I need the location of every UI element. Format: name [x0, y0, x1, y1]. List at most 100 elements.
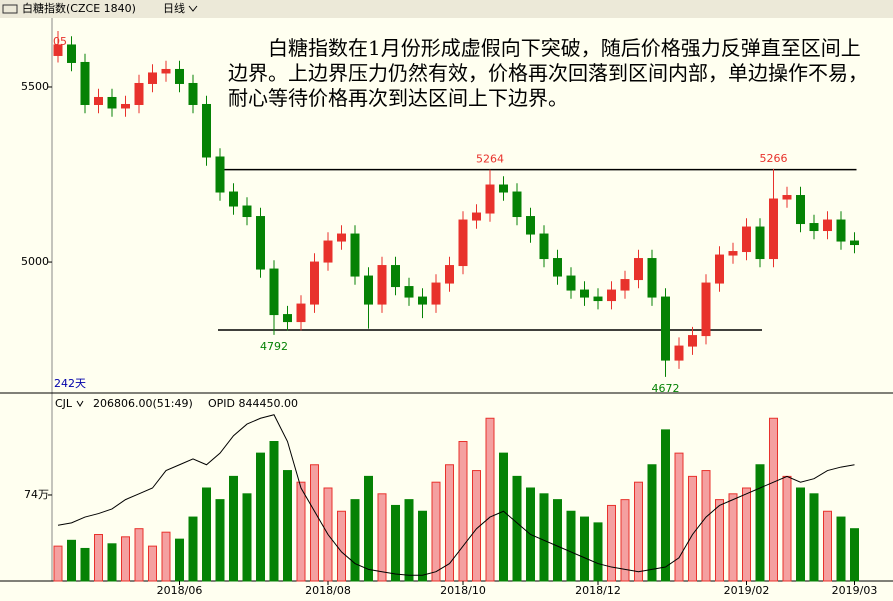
volume-bar: [431, 481, 441, 582]
candle-body: [458, 219, 468, 267]
volume-bar: [728, 493, 738, 582]
volume-bar: [499, 452, 508, 582]
candle-body: [350, 233, 360, 277]
candle-body: [499, 184, 508, 193]
candle-body: [391, 265, 400, 288]
volume-bar: [566, 510, 576, 582]
candle-body: [836, 219, 846, 242]
volume-bar: [688, 475, 697, 582]
volume-bar: [742, 487, 751, 582]
volume-bar: [836, 516, 846, 582]
candle-body: [134, 82, 144, 105]
period-label: 242天: [54, 377, 86, 390]
candle-body: [364, 275, 373, 305]
candle-body: [323, 240, 333, 263]
candle-body: [809, 223, 819, 232]
volume-bar: [188, 516, 198, 582]
volume-bar: [202, 487, 211, 582]
candle-body: [526, 216, 535, 235]
volume-bar: [823, 510, 832, 582]
volume-bar: [445, 464, 454, 582]
volume-bar: [553, 499, 562, 582]
volume-bar: [607, 504, 616, 582]
candle-body: [53, 44, 63, 56]
candle-body: [661, 296, 670, 361]
volume-bar: [418, 510, 427, 582]
candle-body: [755, 226, 765, 260]
toolbar-icon[interactable]: [2, 4, 18, 14]
candle-body: [188, 82, 198, 105]
candle-body: [431, 282, 441, 305]
candle-body: [539, 233, 549, 260]
volume-bar: [53, 545, 63, 582]
volume-bar: [580, 516, 589, 582]
candle-body: [161, 68, 171, 74]
candle-body: [283, 314, 292, 323]
volume-bar: [134, 528, 144, 582]
volume-bar: [161, 531, 171, 582]
opid-reading: OPID 844450.00: [208, 397, 298, 410]
period-chevron[interactable]: [188, 5, 198, 12]
candle-body: [404, 286, 414, 298]
y-tick-label: 5500: [21, 80, 49, 93]
candle-body: [782, 195, 792, 200]
candle-body: [472, 212, 481, 221]
oi-line: [57, 414, 855, 576]
candle-body: [229, 191, 238, 207]
candle-body: [512, 191, 522, 218]
volume-bar: [809, 493, 819, 582]
x-tick-label: 2019/02: [724, 584, 770, 597]
candle-body: [310, 261, 319, 305]
volume-bar: [229, 475, 238, 582]
indicator[interactable]: CJL: [55, 397, 73, 410]
candle-body: [674, 345, 684, 361]
volume-bar: [107, 543, 117, 582]
candle-body: [580, 289, 589, 298]
volume-bar: [175, 538, 184, 582]
candle-body: [850, 240, 859, 246]
candle-body: [215, 156, 225, 193]
candle-body: [647, 258, 657, 298]
candle-body: [175, 68, 184, 84]
volume-bar: [539, 493, 549, 582]
x-tick-label: 2018/08: [305, 584, 351, 597]
volume-bar: [391, 504, 400, 582]
candle-body: [296, 303, 306, 323]
y-tick-label: 74万: [24, 488, 49, 501]
candle-body: [620, 279, 630, 291]
candle-body: [566, 275, 576, 291]
volume-bar: [661, 429, 670, 582]
volume-bar: [364, 475, 373, 582]
candle-body: [593, 296, 603, 302]
candle-body: [607, 289, 616, 302]
volume-bar: [715, 499, 724, 582]
candle-body: [256, 216, 265, 270]
candle-body: [769, 198, 778, 260]
volume-bar: [67, 539, 76, 582]
volume-bar: [701, 470, 711, 582]
volume-bar: [269, 441, 279, 582]
high-label: 5264: [476, 153, 504, 166]
volume-bar: [337, 510, 346, 582]
volume-bar: [404, 499, 414, 582]
volume-bar: [850, 528, 859, 582]
candle-body: [337, 233, 346, 242]
volume-bar: [94, 534, 103, 582]
volume-bar: [512, 475, 522, 582]
volume-bar: [674, 452, 684, 582]
x-tick-label: 2018/10: [440, 584, 486, 597]
x-tick-label: 2019/03: [832, 584, 878, 597]
candle-body: [121, 103, 130, 109]
candle-body: [728, 251, 738, 256]
volume-bar: [283, 470, 292, 582]
candle-body: [485, 184, 495, 214]
period-select[interactable]: 日线: [163, 1, 185, 15]
candle-body: [742, 226, 751, 253]
candle-body: [242, 205, 252, 218]
toolbar-title[interactable]: 白糖指数(CZCE 1840): [22, 1, 136, 15]
indicator-chevron[interactable]: [76, 400, 84, 407]
candle-body: [701, 282, 711, 337]
volume-bar: [256, 452, 265, 582]
volume-bar: [296, 481, 306, 582]
candle-body: [148, 72, 157, 84]
